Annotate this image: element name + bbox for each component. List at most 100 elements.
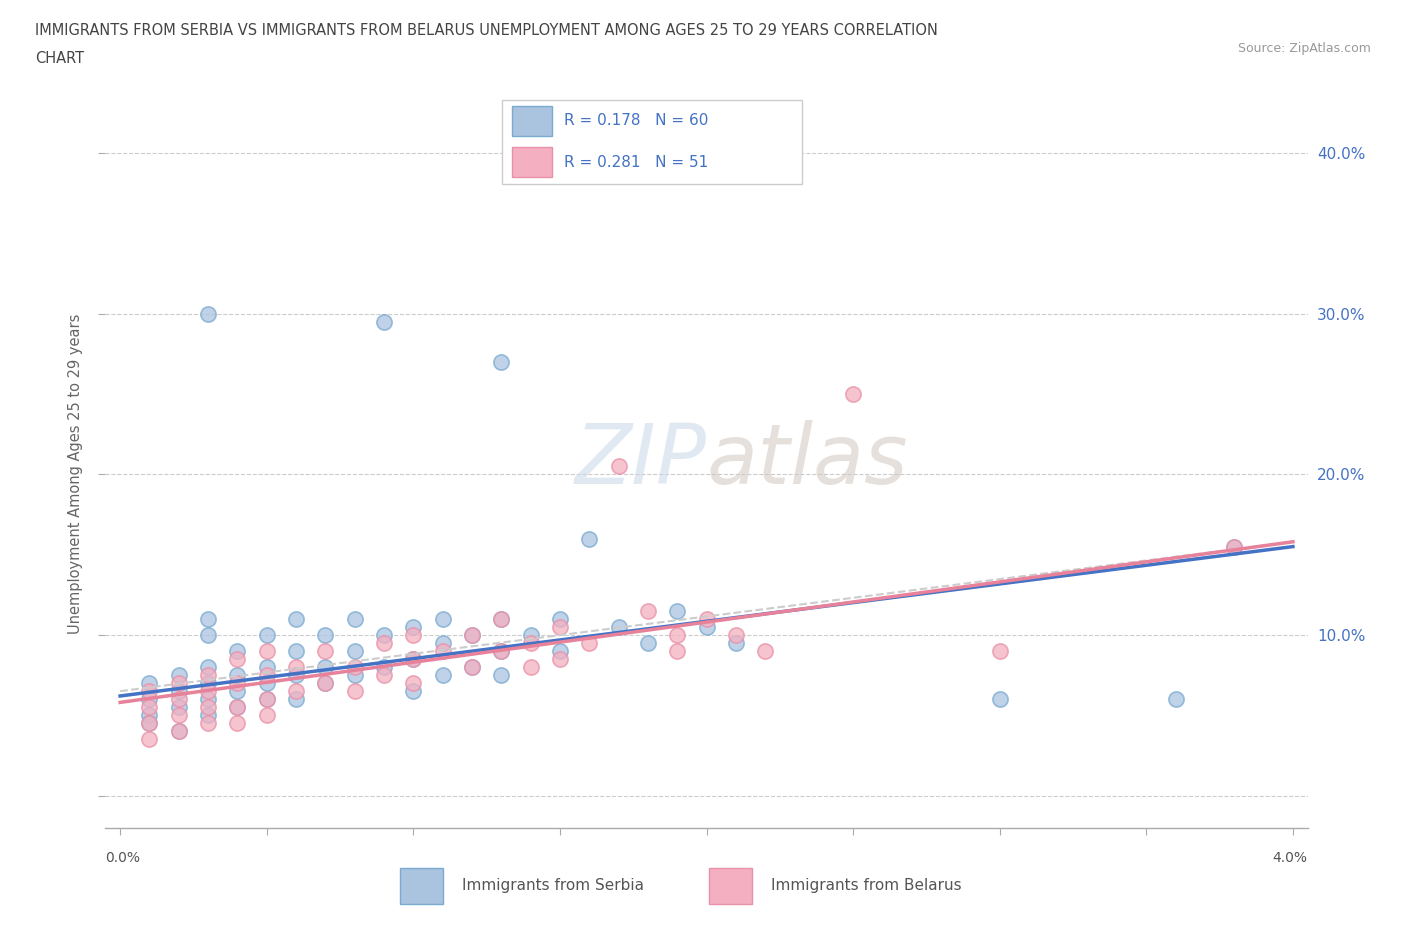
Point (167, 708, 190, 723)
Point (256, 628, 278, 643)
Text: Immigrants from Belarus: Immigrants from Belarus (770, 878, 962, 894)
Point (343, 659, 366, 674)
Point (314, 676, 336, 691)
Point (519, 635, 541, 650)
Point (402, 652, 425, 667)
Point (373, 668, 395, 683)
Text: 0.0%: 0.0% (105, 851, 141, 865)
Point (461, 659, 484, 674)
Point (197, 659, 219, 674)
Point (988, 644, 1011, 658)
Point (256, 659, 278, 674)
Point (461, 628, 484, 643)
Point (226, 699, 249, 714)
Point (491, 611, 513, 626)
FancyBboxPatch shape (709, 868, 752, 904)
Point (402, 628, 425, 643)
Point (138, 699, 160, 714)
Point (256, 692, 278, 707)
Point (988, 692, 1011, 707)
Point (637, 604, 659, 618)
Point (491, 611, 513, 626)
Point (314, 659, 336, 674)
Point (138, 676, 160, 691)
Point (1164, 692, 1187, 707)
Point (548, 611, 571, 626)
Point (285, 644, 308, 658)
Point (138, 716, 160, 731)
Point (432, 635, 454, 650)
Point (578, 635, 600, 650)
Point (226, 716, 249, 731)
Point (373, 635, 395, 650)
Point (578, 531, 600, 546)
Point (314, 644, 336, 658)
Point (491, 644, 513, 658)
Point (138, 732, 160, 747)
Point (285, 611, 308, 626)
FancyBboxPatch shape (512, 147, 551, 177)
Point (314, 628, 336, 643)
FancyBboxPatch shape (512, 106, 551, 136)
Text: Source: ZipAtlas.com: Source: ZipAtlas.com (1237, 42, 1371, 55)
Point (256, 692, 278, 707)
Point (402, 676, 425, 691)
Point (373, 628, 395, 643)
Point (548, 619, 571, 634)
Point (167, 699, 190, 714)
Point (1223, 539, 1246, 554)
Point (402, 684, 425, 698)
Point (402, 652, 425, 667)
Point (491, 668, 513, 683)
FancyBboxPatch shape (399, 868, 443, 904)
Point (138, 684, 160, 698)
Point (519, 659, 541, 674)
Point (491, 354, 513, 369)
Point (461, 628, 484, 643)
Point (167, 684, 190, 698)
Text: 4.0%: 4.0% (1272, 851, 1308, 865)
Point (256, 676, 278, 691)
Point (724, 628, 747, 643)
Point (256, 644, 278, 658)
Point (461, 659, 484, 674)
Point (607, 619, 630, 634)
Point (197, 699, 219, 714)
Point (167, 724, 190, 738)
FancyBboxPatch shape (502, 100, 803, 184)
Point (696, 611, 718, 626)
Point (226, 676, 249, 691)
Point (226, 652, 249, 667)
Point (548, 652, 571, 667)
Text: atlas: atlas (707, 419, 908, 500)
Point (548, 644, 571, 658)
Point (197, 692, 219, 707)
Point (197, 716, 219, 731)
Text: ZIP: ZIP (575, 419, 707, 500)
Point (226, 684, 249, 698)
Point (666, 644, 689, 658)
Point (666, 628, 689, 643)
Point (373, 659, 395, 674)
Y-axis label: Unemployment Among Ages 25 to 29 years: Unemployment Among Ages 25 to 29 years (67, 314, 83, 634)
Point (226, 644, 249, 658)
Point (343, 611, 366, 626)
Point (1223, 539, 1246, 554)
Point (197, 676, 219, 691)
Point (285, 684, 308, 698)
Point (138, 708, 160, 723)
Point (197, 708, 219, 723)
Point (373, 314, 395, 329)
Point (256, 668, 278, 683)
Point (167, 676, 190, 691)
Point (314, 676, 336, 691)
Point (343, 644, 366, 658)
Point (842, 387, 865, 402)
Point (285, 692, 308, 707)
Point (519, 628, 541, 643)
Point (226, 699, 249, 714)
Point (197, 668, 219, 683)
Point (432, 668, 454, 683)
Text: IMMIGRANTS FROM SERBIA VS IMMIGRANTS FROM BELARUS UNEMPLOYMENT AMONG AGES 25 TO : IMMIGRANTS FROM SERBIA VS IMMIGRANTS FRO… (35, 23, 938, 38)
Point (607, 458, 630, 473)
